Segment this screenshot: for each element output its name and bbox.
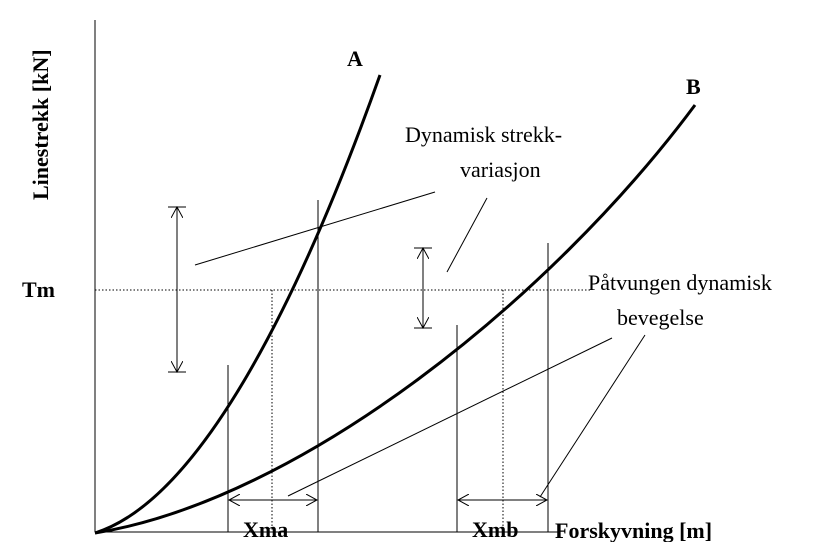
curve-b [94,104,697,535]
leader [446,197,488,273]
leader [539,334,646,498]
curve-a [94,74,382,535]
curve-label: B [686,74,701,99]
xma-label: Xma [243,517,288,542]
leader [287,337,613,497]
annotation: Dynamisk strekk- [405,122,562,147]
xmb-label: Xmb [472,517,518,542]
curve-label: A [347,46,363,71]
annotation: bevegelse [617,305,704,330]
x-axis-label: Forskyvning [m] [555,518,712,542]
annotation: variasjon [460,157,541,182]
y-axis-label: Linestrekk [kN] [28,49,53,200]
tm-label: Tm [22,277,55,302]
annotation: Påtvungen dynamisk [588,270,772,295]
leader [194,191,436,266]
